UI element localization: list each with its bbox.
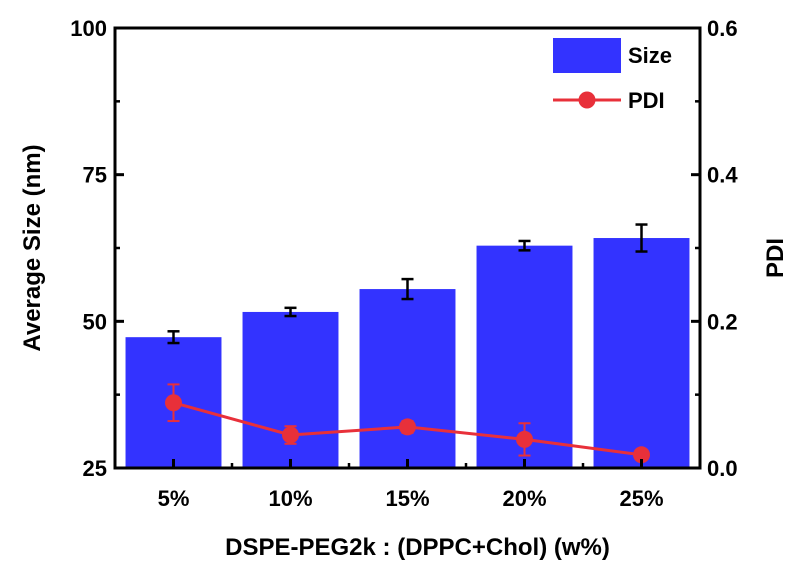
pdi-series [165, 383, 650, 464]
size-bar [593, 238, 690, 468]
pdi-point [633, 446, 650, 464]
y2-tick-label: 0.0 [707, 456, 738, 481]
y2-tick-label: 0.2 [707, 309, 738, 334]
legend-size-swatch [553, 38, 621, 73]
x-tick-label: 25% [619, 486, 663, 511]
size-bars [125, 223, 690, 468]
pdi-point [282, 426, 299, 444]
legend: Size PDI [553, 38, 672, 113]
x-axis-title: DSPE-PEG2k : (DPPC+Chol) (w%) [225, 534, 610, 561]
legend-pdi-marker [578, 91, 596, 109]
pdi-point [399, 418, 416, 436]
y-axis-title: Average Size (nm) [19, 144, 46, 351]
x-tick-label: 10% [268, 486, 312, 511]
y-tick-label: 25 [83, 456, 107, 481]
x-tick-label: 5% [158, 486, 190, 511]
y2-tick-label: 0.6 [707, 16, 738, 41]
pdi-point [165, 394, 182, 412]
legend-size-label: Size [628, 43, 672, 68]
y2-tick-label: 0.4 [707, 163, 738, 188]
size-bar [359, 289, 456, 468]
y2-axis-title: PDI [762, 238, 786, 278]
y-tick-label: 50 [83, 309, 107, 334]
x-tick-label: 15% [385, 486, 429, 511]
axis-ticks: 25 50 75 100 0.0 0.2 0.4 0.6 5% 10% 15% 20% 25% [70, 16, 738, 511]
y-tick-label: 100 [70, 16, 107, 41]
y-tick-label: 75 [83, 163, 107, 188]
legend-pdi-label: PDI [628, 88, 665, 113]
x-tick-label: 20% [502, 486, 546, 511]
pdi-point [516, 430, 533, 448]
